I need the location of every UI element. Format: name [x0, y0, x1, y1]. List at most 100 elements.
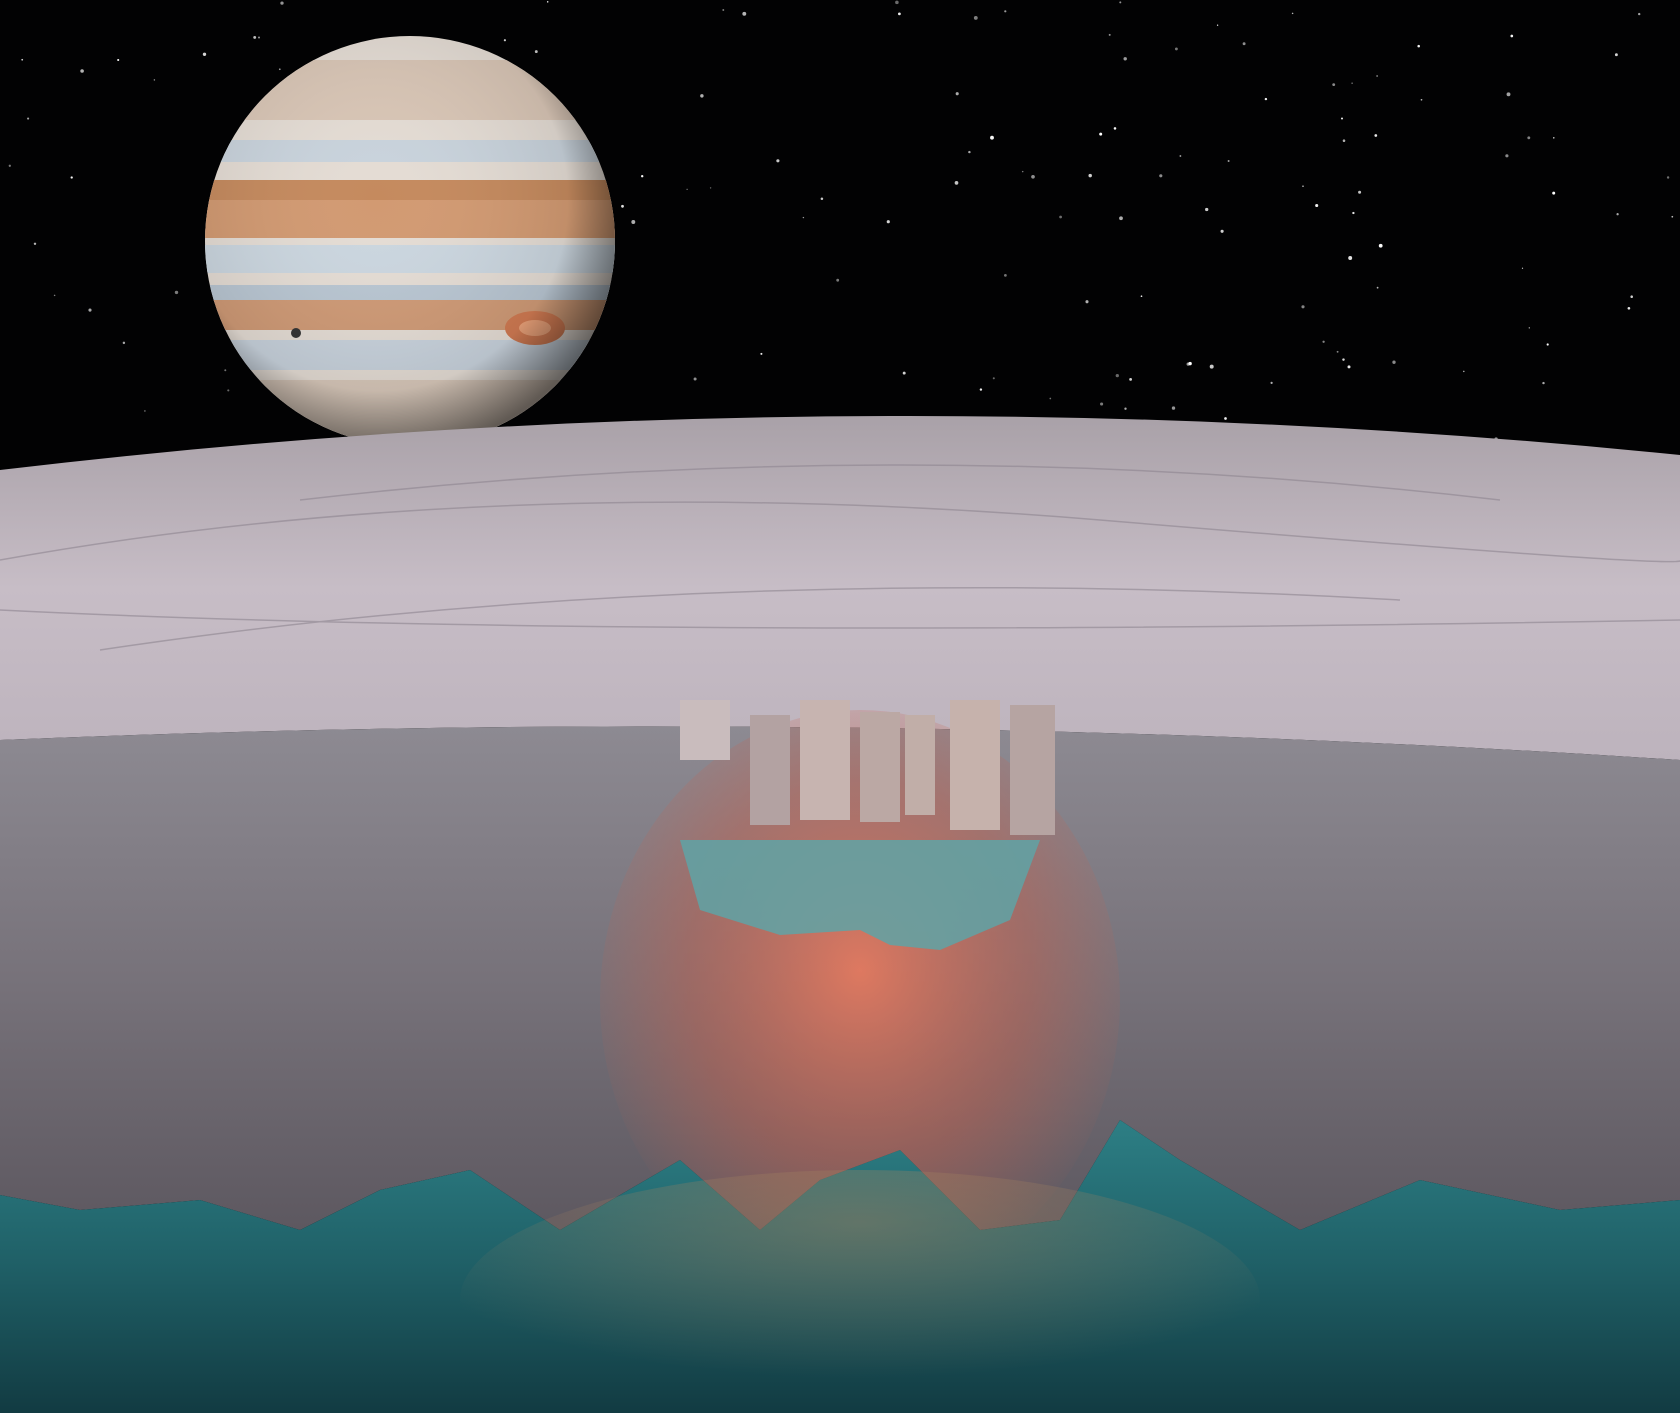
star [1099, 132, 1103, 136]
star [1340, 117, 1344, 120]
star [1205, 207, 1209, 212]
star [802, 216, 805, 219]
star [1351, 82, 1353, 84]
star [174, 290, 179, 295]
star [1159, 174, 1163, 178]
star [898, 12, 901, 16]
star [1463, 370, 1465, 373]
star [1342, 358, 1345, 361]
star [1420, 98, 1423, 101]
star [760, 352, 763, 355]
ice-block [860, 712, 900, 822]
star [70, 176, 73, 179]
star [1302, 185, 1304, 187]
star [1348, 256, 1353, 260]
star [722, 9, 725, 11]
chaos-terrain [680, 700, 1055, 835]
star [641, 175, 644, 178]
star [1242, 42, 1246, 46]
star [1638, 12, 1641, 16]
star [1059, 215, 1062, 219]
star [1552, 191, 1556, 195]
star [534, 50, 538, 54]
star [1140, 295, 1143, 298]
star [1270, 381, 1273, 385]
star [80, 69, 84, 73]
star [992, 377, 995, 380]
star [53, 294, 56, 297]
star [1291, 12, 1294, 15]
star [979, 388, 983, 391]
star [1542, 381, 1545, 385]
star [1505, 154, 1509, 158]
star [27, 117, 30, 120]
jupiter [205, 36, 615, 446]
star [8, 164, 11, 167]
star [886, 220, 890, 224]
star [742, 11, 747, 16]
star [278, 68, 281, 71]
star [1392, 360, 1396, 364]
star [1179, 155, 1182, 157]
star [21, 58, 24, 61]
star [1616, 213, 1619, 216]
star [990, 135, 994, 140]
ice-block [800, 700, 850, 820]
ice-block [950, 700, 1000, 830]
star [258, 36, 260, 39]
star [1188, 361, 1192, 366]
star [693, 377, 697, 381]
star [902, 371, 906, 375]
star [253, 35, 257, 39]
jupiter-shading [205, 36, 615, 446]
star [202, 52, 207, 56]
ice-block [680, 700, 730, 760]
star [1100, 402, 1104, 406]
star [546, 1, 549, 3]
star [1374, 134, 1378, 137]
star [1527, 136, 1531, 140]
star [1376, 286, 1379, 289]
star [1378, 243, 1383, 248]
star [1227, 160, 1230, 162]
star [631, 220, 636, 224]
star [224, 369, 227, 372]
crack [0, 609, 1680, 629]
star [621, 204, 624, 208]
star [144, 410, 146, 412]
star [1301, 305, 1305, 309]
crack [299, 464, 1501, 501]
star [33, 242, 37, 246]
star [1322, 340, 1325, 343]
star [1630, 295, 1633, 298]
star [1108, 33, 1111, 36]
star [1113, 127, 1117, 130]
star [88, 308, 92, 312]
ocean-glow [460, 1170, 1260, 1413]
ice-block [1010, 705, 1055, 835]
star [1171, 406, 1176, 410]
europa-surface [0, 415, 1680, 760]
star [1021, 170, 1024, 173]
star [1224, 417, 1227, 420]
star [1546, 343, 1549, 346]
star [1336, 350, 1339, 353]
star [1115, 373, 1119, 378]
star [1417, 44, 1420, 48]
surface-cracks [0, 464, 1680, 651]
star [1124, 407, 1127, 410]
star [1627, 306, 1631, 310]
ice-block [905, 715, 935, 815]
crack [99, 586, 1401, 651]
star [955, 92, 959, 96]
star [1671, 215, 1674, 218]
star [1085, 300, 1089, 304]
star [1123, 57, 1127, 61]
star [117, 58, 120, 62]
star [1119, 216, 1123, 221]
star [1129, 378, 1132, 381]
star [122, 341, 126, 345]
star [1553, 137, 1555, 139]
